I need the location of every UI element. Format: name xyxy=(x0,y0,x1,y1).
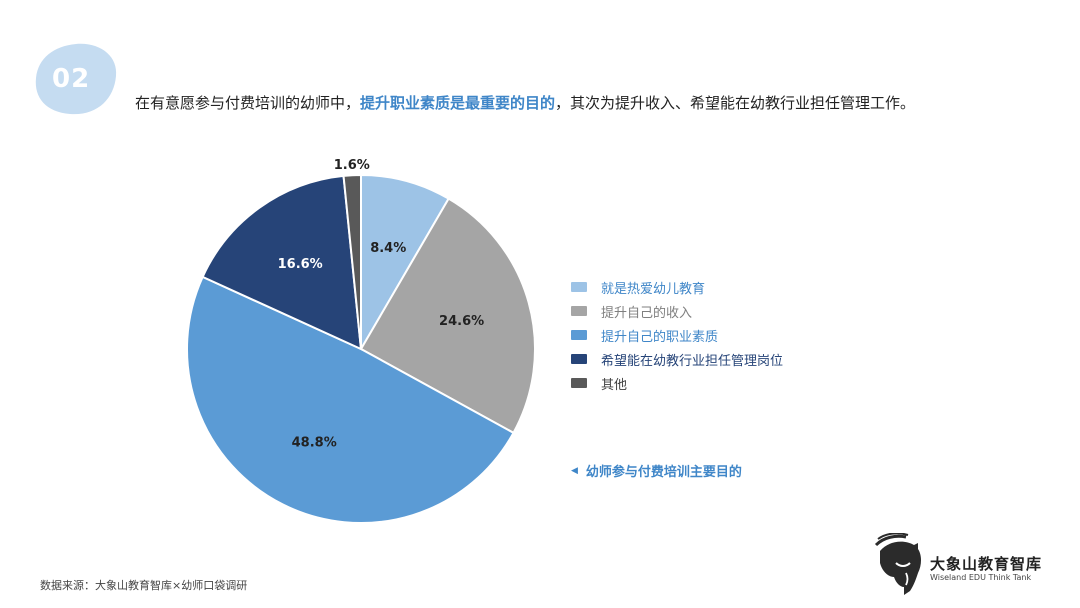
legend-label: 提升自己的职业素质 xyxy=(601,329,719,345)
caption-marker-icon: ◀ xyxy=(571,465,578,476)
pie-slice xyxy=(201,174,363,351)
pie-slice xyxy=(360,173,450,353)
pie-data-label: 48.8% xyxy=(292,435,337,450)
caption-text: 幼师参与付费培训主要目的 xyxy=(585,465,742,480)
legend-label: 就是热爱幼儿教育 xyxy=(601,281,706,297)
headline-text-before: 在有意愿参与付费培训的幼师中， xyxy=(135,94,361,112)
headline: 在有意愿参与付费培训的幼师中，提升职业素质是最重要的目的，其次为提升收入、希望能… xyxy=(135,89,1005,118)
pie-slice xyxy=(186,275,515,524)
headline-highlight: 提升职业素质是最重要的目的 xyxy=(360,94,556,112)
legend-label: 提升自己的收入 xyxy=(601,305,693,321)
legend-swatch xyxy=(571,330,587,340)
legend-item: 提升自己的收入 xyxy=(571,299,783,323)
pie-slice xyxy=(342,173,362,350)
legend-label: 希望能在幼教行业担任管理岗位 xyxy=(601,353,784,369)
pie-data-label: 16.6% xyxy=(278,257,323,272)
elephant-head-icon xyxy=(874,533,921,595)
data-source-note: 数据来源：大象山教育智库×幼师口袋调研 xyxy=(40,579,248,592)
legend-item: 就是热爱幼儿教育 xyxy=(571,275,783,299)
chart-legend: 就是热爱幼儿教育 提升自己的收入提升自己的职业素质希望能在幼教行业担任管理岗位 其他 xyxy=(571,275,783,395)
pie-slice xyxy=(359,197,536,435)
pie-data-label: 24.6% xyxy=(439,314,484,329)
section-badge xyxy=(35,43,117,115)
pie-labels: 8.4% 24.6% 48.8% 16.6% 1.6% xyxy=(278,158,485,450)
legend-swatch xyxy=(571,378,587,388)
legend-swatch xyxy=(571,354,587,364)
brand-logo: 大象山教育智库 Wiseland EDU Think Tank xyxy=(874,533,1074,599)
legend-swatch xyxy=(571,306,587,316)
legend-item: 提升自己的职业素质 xyxy=(571,323,783,347)
logo-name-cn: 大象山教育智库 xyxy=(930,555,1043,573)
legend-swatch xyxy=(571,282,587,292)
legend-label: 其他 xyxy=(601,377,628,393)
legend-item: 其他 xyxy=(571,371,783,395)
pie-data-label: 8.4% xyxy=(370,241,406,256)
chart-caption: ◀ 幼师参与付费培训主要目的 xyxy=(571,461,742,480)
legend-item: 希望能在幼教行业担任管理岗位 xyxy=(571,347,783,371)
pie-data-label: 1.6% xyxy=(334,158,370,173)
section-number: 02 xyxy=(52,64,91,94)
headline-text-after: ，其次为提升收入、希望能在幼教行业担任管理工作。 xyxy=(555,94,916,112)
logo-name-en: Wiseland EDU Think Tank xyxy=(930,573,1032,582)
pie-slices xyxy=(186,173,536,524)
badge-blob xyxy=(35,43,117,115)
